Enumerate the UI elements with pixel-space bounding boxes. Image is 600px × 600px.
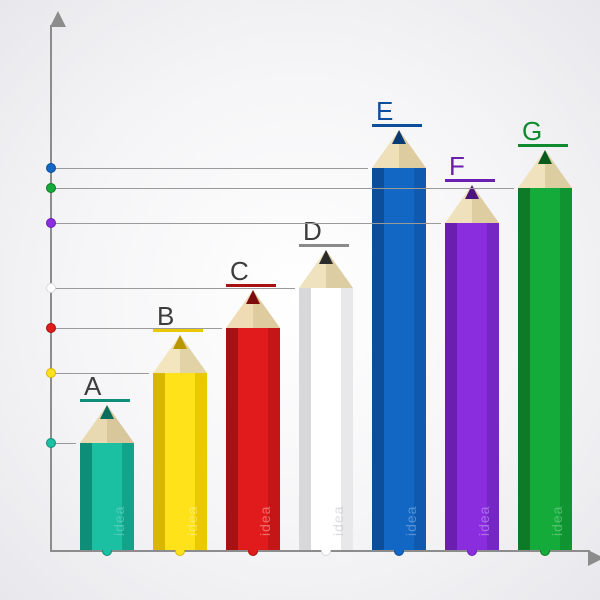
gridline — [52, 168, 368, 169]
bar-letter-wrap: G — [522, 116, 542, 147]
pencil-tip — [445, 185, 499, 223]
pencil-face — [414, 168, 426, 550]
pencil-wood — [518, 150, 545, 188]
pencil-lead — [538, 150, 552, 164]
pencil-wood — [545, 150, 572, 188]
bar-letter-underline — [372, 124, 422, 127]
bar-letter: F — [449, 151, 465, 181]
pencil-face — [560, 188, 572, 550]
bar-letter: B — [157, 301, 174, 331]
pencil-face — [530, 188, 560, 550]
bar-letter: E — [376, 96, 393, 126]
pencil-wood — [226, 290, 253, 328]
pencil-bar: idea — [153, 373, 207, 550]
pencil-face — [299, 288, 311, 550]
pencil-face — [384, 168, 414, 550]
gridline — [52, 223, 441, 224]
y-axis-dot — [46, 323, 56, 333]
pencil-face — [80, 443, 92, 550]
bar-letter-wrap: F — [449, 151, 465, 182]
pencil-wood — [107, 405, 134, 443]
pencil-body-label: idea — [476, 506, 492, 536]
pencil-wood — [80, 405, 107, 443]
bar-letter-underline — [299, 244, 349, 247]
gridline — [52, 188, 514, 189]
gridline — [52, 373, 149, 374]
pencil-tip — [226, 290, 280, 328]
y-axis-dot — [46, 283, 56, 293]
pencil-lead — [246, 290, 260, 304]
pencil-wood — [445, 185, 472, 223]
bar-letter-underline — [153, 329, 203, 332]
pencil-tip — [80, 405, 134, 443]
pencil-wood — [372, 130, 399, 168]
bar-letter-wrap: E — [376, 96, 393, 127]
bar-letter: C — [230, 256, 249, 286]
y-axis-dot — [46, 183, 56, 193]
bar-letter-underline — [445, 179, 495, 182]
gridline — [52, 328, 222, 329]
pencil-tip — [153, 335, 207, 373]
pencil-body-label: idea — [257, 506, 273, 536]
pencil-wood — [326, 250, 353, 288]
pencil-wood — [472, 185, 499, 223]
bar-letter: A — [84, 371, 101, 401]
pencil-lead — [173, 335, 187, 349]
y-axis-dot — [46, 163, 56, 173]
y-axis-dot — [46, 438, 56, 448]
pencil-body-label: idea — [403, 506, 419, 536]
x-axis — [50, 550, 590, 552]
pencil-bar: idea — [80, 443, 134, 550]
pencil-tip — [518, 150, 572, 188]
pencil-lead — [392, 130, 406, 144]
pencil-body-label: idea — [111, 506, 127, 536]
pencil-bar: idea — [518, 188, 572, 550]
pencil-wood — [299, 250, 326, 288]
pencil-bar: idea — [226, 328, 280, 550]
x-axis-arrow — [588, 550, 600, 566]
pencil-wood — [399, 130, 426, 168]
bar-letter: D — [303, 216, 322, 246]
y-axis-dot — [46, 218, 56, 228]
y-axis-dot — [46, 368, 56, 378]
pencil-face — [518, 188, 530, 550]
y-axis-arrow — [50, 11, 66, 27]
bar-letter-wrap: C — [230, 256, 249, 287]
bar-letter-underline — [518, 144, 568, 147]
pencil-body-label: idea — [330, 506, 346, 536]
bar-letter-wrap: A — [84, 371, 101, 402]
pencil-bar: idea — [299, 288, 353, 550]
pencil-wood — [253, 290, 280, 328]
pencil-face — [372, 168, 384, 550]
bar-letter-underline — [80, 399, 130, 402]
gridline — [52, 288, 295, 289]
bar-letter-underline — [226, 284, 276, 287]
pencil-lead — [319, 250, 333, 264]
pencil-body-label: idea — [184, 506, 200, 536]
pencil-face — [487, 223, 499, 550]
pencil-bar-chart: idea Aidea Bidea Cidea Didea Eidea Fidea G — [0, 0, 600, 600]
pencil-lead — [100, 405, 114, 419]
pencil-face — [153, 373, 165, 550]
bar-letter: G — [522, 116, 542, 146]
pencil-face — [457, 223, 487, 550]
pencil-tip — [299, 250, 353, 288]
pencil-face — [226, 328, 238, 550]
pencil-wood — [153, 335, 180, 373]
pencil-face — [445, 223, 457, 550]
pencil-tip — [372, 130, 426, 168]
pencil-wood — [180, 335, 207, 373]
pencil-bar: idea — [445, 223, 499, 550]
pencil-bar: idea — [372, 168, 426, 550]
pencil-body-label: idea — [549, 506, 565, 536]
bar-letter-wrap: D — [303, 216, 322, 247]
